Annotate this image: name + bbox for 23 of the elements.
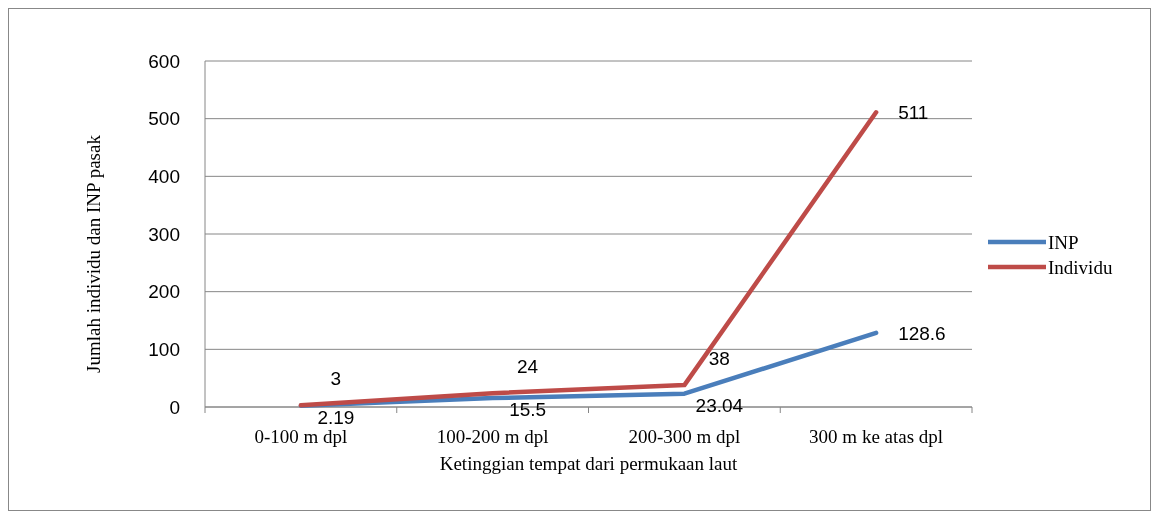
legend-label: INP (1048, 231, 1079, 253)
x-axis-title: Ketinggian tempat dari permukaan laut (439, 453, 738, 474)
data-label: 2.19 (317, 406, 355, 428)
data-label: 511 (898, 102, 929, 124)
y-tick-label: 300 (148, 223, 180, 245)
data-label: 3 (330, 368, 342, 390)
data-label: 23.04 (695, 394, 744, 416)
data-label: 128.6 (898, 322, 946, 344)
data-label: 38 (708, 348, 730, 370)
y-tick-label: 500 (148, 108, 180, 130)
x-tick-label: 0-100 m dpl (254, 426, 348, 447)
y-tick-label: 600 (148, 50, 180, 72)
y-tick-label: 100 (148, 338, 180, 360)
legend-label: Individu (1048, 256, 1113, 278)
y-tick-label: 0 (169, 396, 180, 418)
x-tick-label: 100-200 m dpl (436, 426, 549, 447)
y-tick-label: 400 (148, 165, 180, 187)
y-tick-label: 200 (148, 281, 180, 303)
data-label: 15.5 (509, 399, 547, 421)
data-label: 24 (517, 356, 539, 378)
x-tick-label: 300 m ke atas dpl (809, 426, 944, 447)
x-tick-label: 200-300 m dpl (628, 426, 741, 447)
y-axis-title: Jumlah individu dan INP pasak (83, 134, 104, 373)
